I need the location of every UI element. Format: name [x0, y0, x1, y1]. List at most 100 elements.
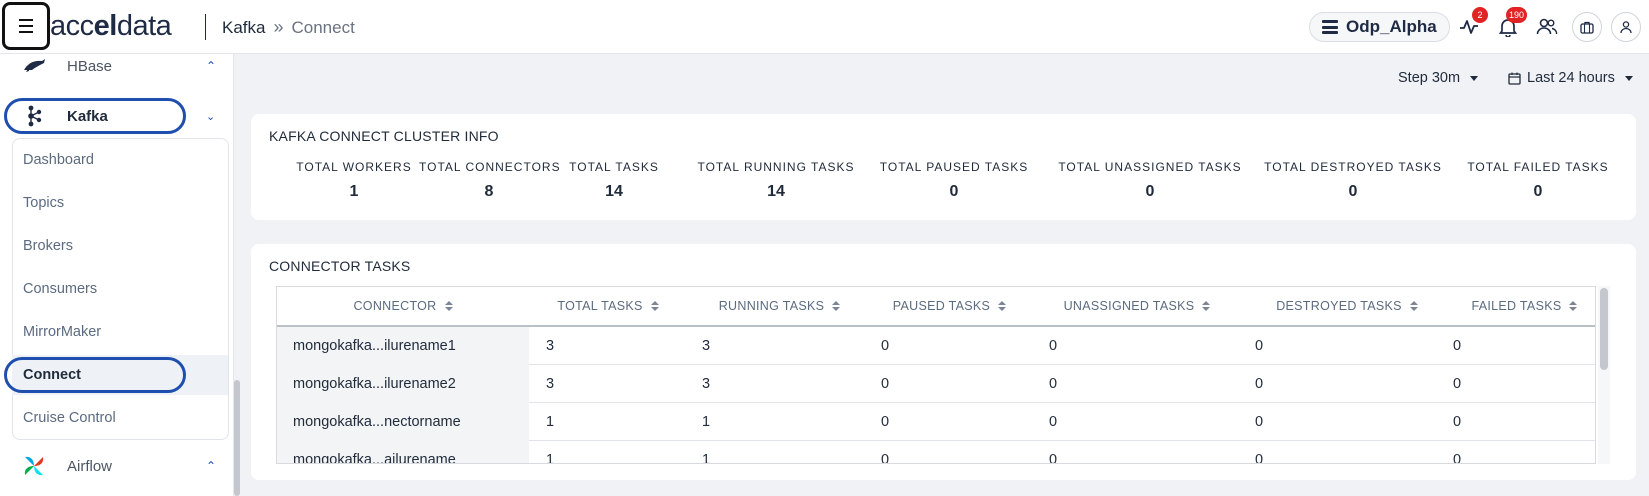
column-header-paused-tasks[interactable]: PAUSED TASKS — [867, 287, 1032, 325]
stat-value: 0 — [949, 183, 959, 200]
stat-label: TOTAL DESTROYED TASKS — [1264, 160, 1442, 174]
stat-total-destroyed-tasks: TOTAL DESTROYED TASKS 0 — [1257, 160, 1449, 201]
table-row[interactable]: mongokafka...nectorname 1 1 0 0 0 0 — [277, 403, 1595, 441]
users-icon — [1536, 18, 1558, 35]
destroyed-tasks-cell: 0 — [1255, 338, 1264, 354]
users-button[interactable] — [1532, 12, 1562, 42]
column-header-unassigned-tasks[interactable]: UNASSIGNED TASKS — [1037, 287, 1237, 325]
stat-value: 14 — [767, 183, 785, 200]
time-range-label: Last 24 hours — [1527, 70, 1615, 86]
sidebar-item-brokers[interactable]: Brokers — [23, 238, 73, 254]
activity-icon — [1460, 20, 1478, 34]
caret-down-icon — [1624, 75, 1633, 81]
running-tasks-cell: 1 — [702, 414, 711, 430]
workspace-button[interactable] — [1572, 12, 1602, 42]
sidebar-group-kafka[interactable]: Kafka ⌄ — [0, 96, 230, 136]
table-scrollbar-thumb[interactable] — [1600, 288, 1608, 370]
stat-value: 8 — [484, 183, 494, 200]
sort-icon — [1409, 301, 1418, 311]
sort-icon — [444, 301, 453, 311]
header-divider — [277, 325, 1595, 327]
paused-tasks-cell: 0 — [881, 376, 890, 392]
table-row[interactable]: mongokafka...ilurename1 3 3 0 0 0 0 — [277, 327, 1595, 365]
total-tasks-cell: 3 — [546, 338, 555, 354]
breadcrumb-page: Connect — [291, 17, 355, 37]
cluster-info-title: KAFKA CONNECT CLUSTER INFO — [269, 128, 499, 144]
sidebar-scrollbar-thumb[interactable] — [234, 380, 240, 496]
user-profile-button[interactable] — [1611, 12, 1641, 42]
column-header-label: CONNECTOR — [353, 299, 437, 313]
alerts-badge: 2 — [1472, 7, 1488, 23]
unassigned-tasks-cell: 0 — [1049, 452, 1058, 464]
table-row[interactable]: mongokafka...ailurename 1 1 0 0 0 0 — [277, 441, 1595, 464]
stat-label: TOTAL RUNNING TASKS — [697, 160, 855, 174]
sidebar-group-airflow[interactable]: Airflow ⌃ — [0, 446, 230, 486]
column-header-running-tasks[interactable]: RUNNING TASKS — [687, 287, 872, 325]
cluster-name: Odp_Alpha — [1346, 17, 1437, 36]
sidebar-item-topics[interactable]: Topics — [23, 195, 65, 211]
step-dropdown[interactable]: Step 30m — [1398, 70, 1479, 86]
destroyed-tasks-cell: 0 — [1255, 414, 1264, 430]
connector-name-cell[interactable]: mongokafka...ilurename2 — [277, 365, 529, 403]
time-range-dropdown[interactable]: Last 24 hours — [1508, 70, 1633, 86]
server-icon — [1322, 20, 1338, 34]
cluster-selector[interactable]: Odp_Alpha — [1309, 12, 1450, 42]
cluster-info-card: KAFKA CONNECT CLUSTER INFO TOTAL WORKERS… — [251, 114, 1636, 220]
breadcrumb: Kafka » Connect — [222, 17, 355, 38]
sidebar-item-consumers[interactable]: Consumers — [23, 281, 98, 297]
stat-label: TOTAL TASKS — [569, 160, 659, 174]
stat-value: 14 — [605, 183, 623, 200]
notifications-button[interactable]: 190 — [1493, 7, 1527, 42]
column-header-label: UNASSIGNED TASKS — [1063, 299, 1195, 313]
running-tasks-cell: 3 — [702, 376, 711, 392]
stat-label: TOTAL CONNECTORS — [419, 160, 561, 174]
sidebar-item-dashboard[interactable]: Dashboard — [23, 152, 94, 168]
sidebar-item-connect[interactable]: Connect — [12, 355, 228, 395]
connector-name-cell[interactable]: mongokafka...ilurename1 — [277, 327, 529, 365]
sidebar-item-cruise-control[interactable]: Cruise Control — [23, 410, 116, 426]
breadcrumb-section[interactable]: Kafka — [222, 17, 266, 37]
briefcase-icon — [1580, 21, 1594, 34]
kafka-highlight-outline — [4, 98, 186, 134]
chevron-down-icon: ⌄ — [206, 110, 216, 123]
logo-suffix: data — [116, 10, 172, 42]
connector-name-cell[interactable]: mongokafka...ailurename — [277, 441, 529, 463]
acceldata-logo[interactable]: acceldata — [50, 10, 172, 43]
stat-label: TOTAL UNASSIGNED TASKS — [1058, 160, 1242, 174]
total-tasks-cell: 1 — [546, 414, 555, 430]
header-divider — [205, 14, 206, 40]
chevron-up-icon: ⌃ — [206, 59, 217, 73]
paused-tasks-cell: 0 — [881, 414, 890, 430]
total-tasks-cell: 1 — [546, 452, 555, 464]
failed-tasks-cell: 0 — [1453, 414, 1462, 430]
alerts-button[interactable]: 2 — [1454, 7, 1488, 42]
column-header-total-tasks[interactable]: TOTAL TASKS — [533, 287, 683, 325]
unassigned-tasks-cell: 0 — [1049, 338, 1058, 354]
sidebar-item-mirrormaker[interactable]: MirrorMaker — [23, 324, 102, 340]
notifications-badge: 190 — [1505, 7, 1527, 23]
sort-icon — [998, 301, 1007, 311]
column-header-destroyed-tasks[interactable]: DESTROYED TASKS — [1252, 287, 1442, 325]
running-tasks-cell: 3 — [702, 338, 711, 354]
connector-name-cell[interactable]: mongokafka...nectorname — [277, 403, 529, 441]
stat-total-connectors: TOTAL CONNECTORS 8 — [419, 160, 561, 201]
connect-highlight-outline — [4, 357, 186, 393]
sort-icon — [650, 301, 659, 311]
breadcrumb-separator: » — [273, 17, 284, 37]
column-header-label: RUNNING TASKS — [718, 299, 825, 313]
column-header-failed-tasks[interactable]: FAILED TASKS — [1447, 287, 1595, 325]
connector-tasks-title: CONNECTOR TASKS — [269, 258, 411, 274]
sort-icon — [1569, 301, 1578, 311]
menu-toggle-button[interactable] — [2, 2, 50, 50]
failed-tasks-cell: 0 — [1453, 338, 1462, 354]
column-header-label: FAILED TASKS — [1471, 299, 1562, 313]
airflow-pinwheel-icon — [24, 456, 44, 476]
table-row[interactable]: mongokafka...ilurename2 3 3 0 0 0 0 — [277, 365, 1595, 403]
column-header-connector[interactable]: CONNECTOR — [277, 287, 529, 325]
sort-icon — [1202, 301, 1211, 311]
sidebar-scrollbar-track[interactable] — [234, 54, 240, 496]
sidebar-group-label: Kafka — [67, 107, 108, 125]
stat-label: TOTAL PAUSED TASKS — [879, 160, 1029, 174]
stat-value: 0 — [1348, 183, 1358, 200]
sidebar-group-hbase[interactable]: HBase ⌃ — [0, 46, 230, 86]
